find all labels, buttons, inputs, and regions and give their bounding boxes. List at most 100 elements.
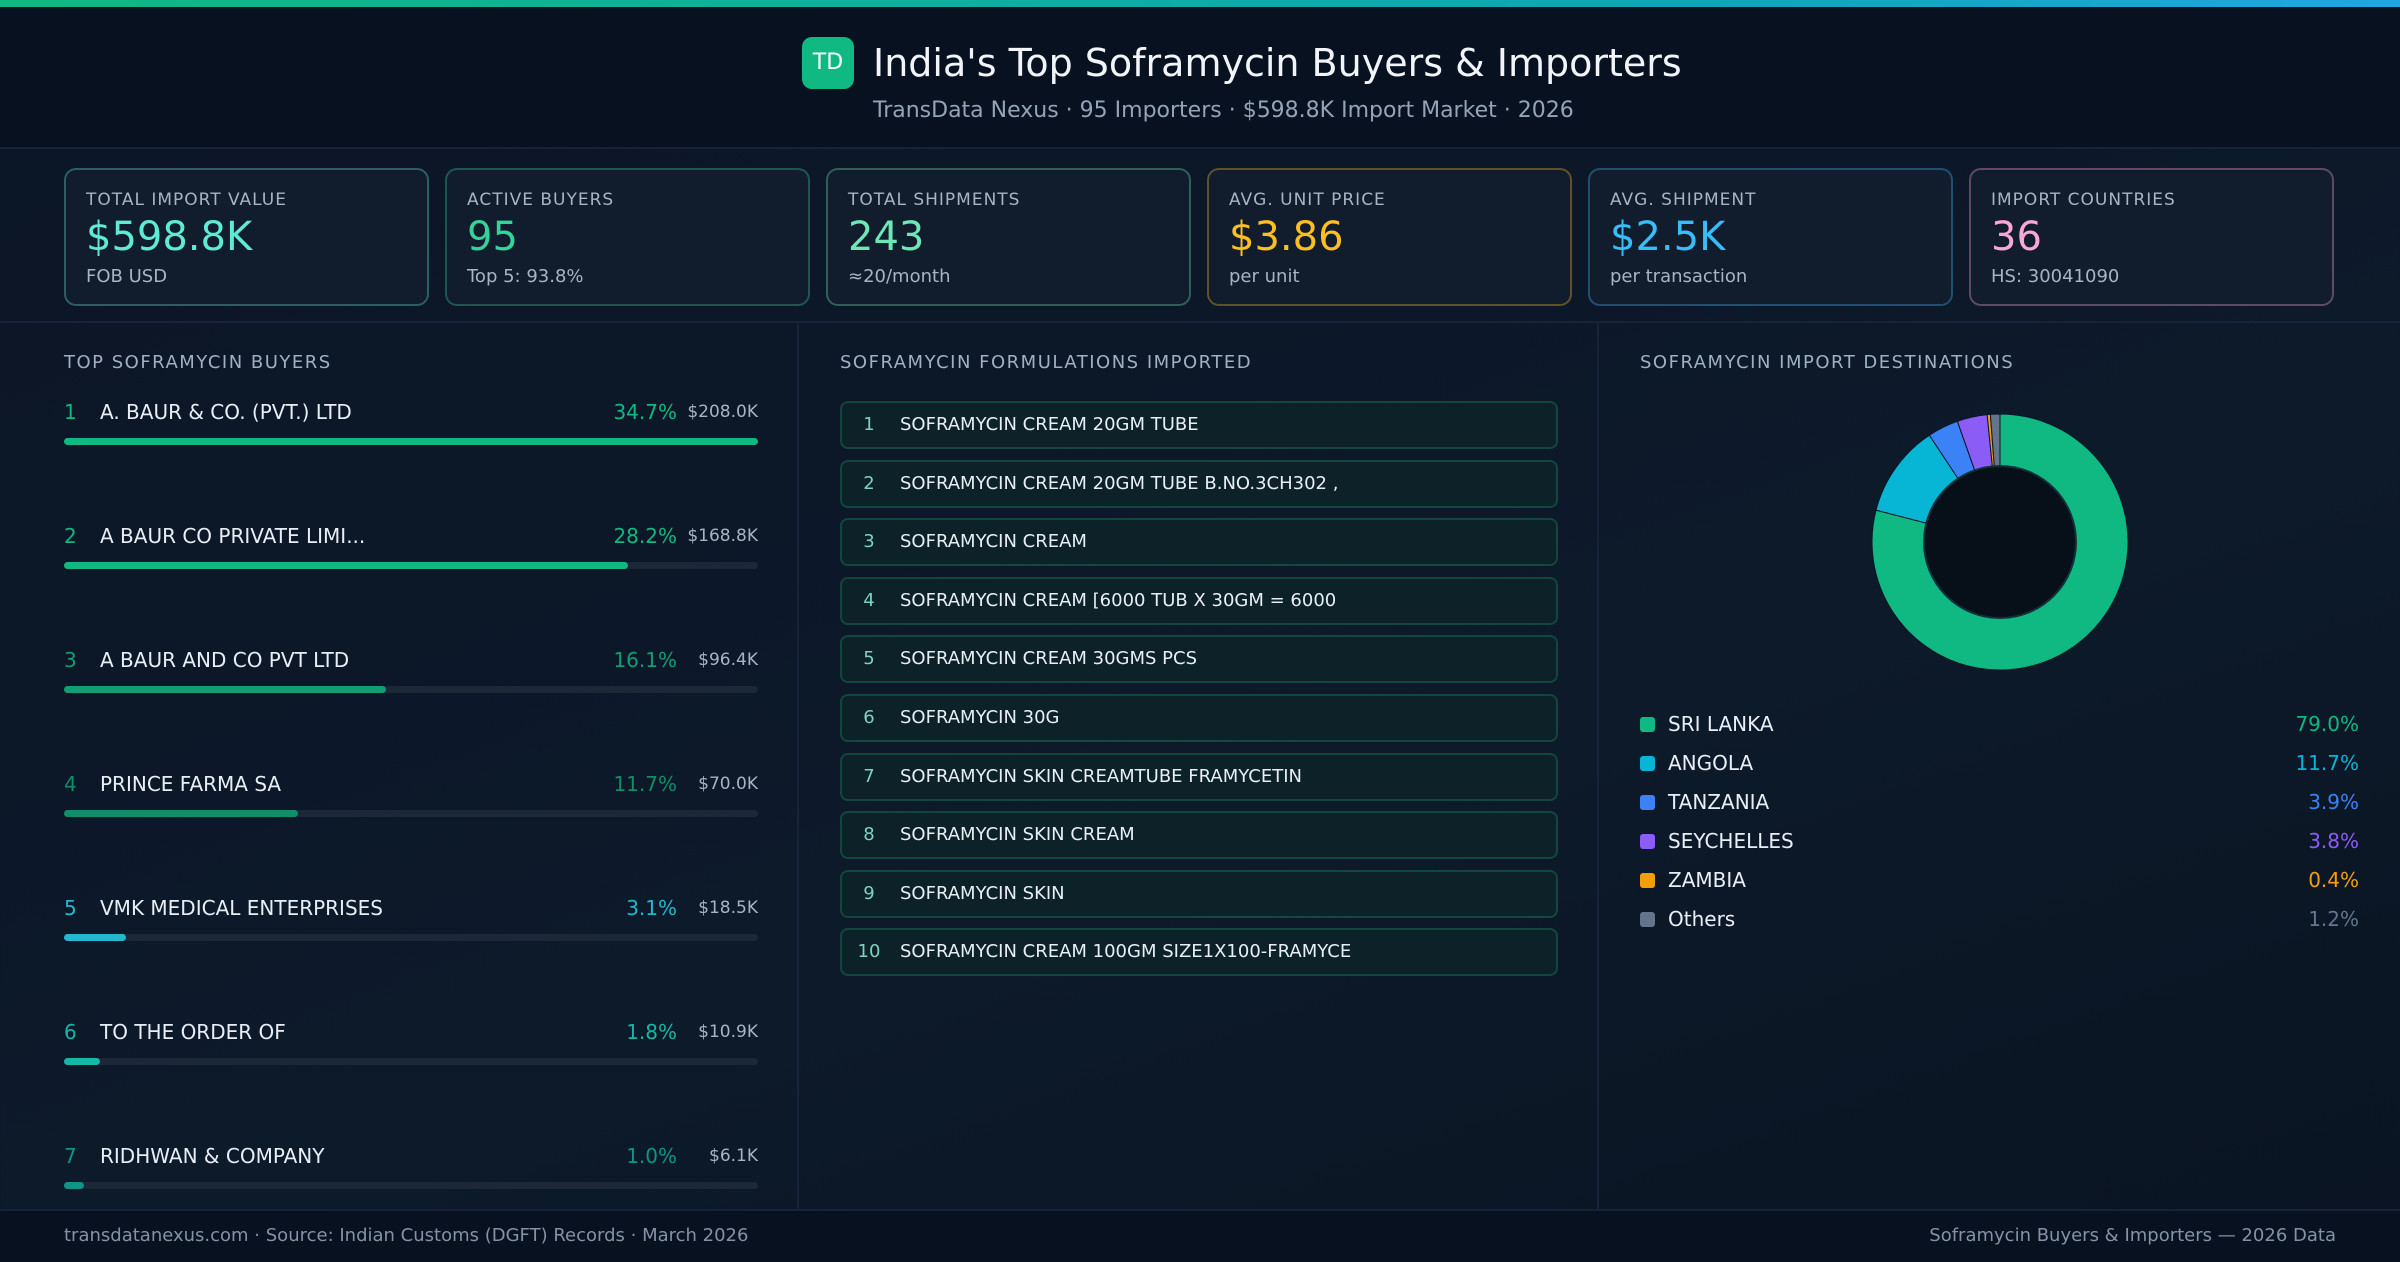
buyer-value: $6.1K xyxy=(709,1146,758,1166)
buyer-value: $70.0K xyxy=(698,774,758,794)
bar-track xyxy=(64,1182,758,1189)
section-title: SOFRAMYCIN FORMULATIONS IMPORTED xyxy=(840,352,1253,373)
buyer-share: 34.7% xyxy=(613,400,677,424)
kpi-card: ACTIVE BUYERS 95 Top 5: 93.8% xyxy=(445,168,810,306)
title: India's Top Soframycin Buyers & Importer… xyxy=(873,41,1682,85)
buyer-share: 3.1% xyxy=(626,896,677,920)
kpi-card: AVG. SHIPMENT $2.5K per transaction xyxy=(1588,168,1953,306)
kpi-label: TOTAL IMPORT VALUE xyxy=(86,190,287,210)
formulation-item: 2 SOFRAMYCIN CREAM 20GM TUBE B.NO.3CH302 … xyxy=(840,459,1558,508)
donut-hole xyxy=(1923,465,2077,619)
divider xyxy=(1597,321,1599,1209)
divider xyxy=(797,321,799,1209)
legend-swatch xyxy=(1640,756,1655,771)
buyer-rank: 4 xyxy=(64,772,77,796)
formulation-rank: 9 xyxy=(863,882,875,904)
buyer-rank: 7 xyxy=(64,1144,77,1168)
buyer-rank: 3 xyxy=(64,648,77,672)
bar-track xyxy=(64,686,758,693)
legend-name: SEYCHELLES xyxy=(1668,829,1794,853)
buyer-bar xyxy=(64,562,628,569)
buyer-bar xyxy=(64,810,298,817)
kpi-value: $2.5K xyxy=(1610,214,1726,260)
legend-name: ZAMBIA xyxy=(1668,868,1746,892)
bar-track xyxy=(64,1058,758,1065)
footer-source: transdatanexus.com · Source: Indian Cust… xyxy=(64,1225,749,1246)
buyer-share: 1.0% xyxy=(626,1144,677,1168)
legend-name: ANGOLA xyxy=(1668,751,1754,775)
buyer-bar xyxy=(64,1182,84,1189)
buyer-value: $96.4K xyxy=(698,650,758,670)
kpi-note: HS: 30041090 xyxy=(1991,266,2120,287)
footer-note: Soframycin Buyers & Importers — 2026 Dat… xyxy=(1929,1225,2336,1246)
formulation-rank: 5 xyxy=(863,648,875,670)
kpi-value: $598.8K xyxy=(86,214,253,260)
formulation-rank: 4 xyxy=(863,589,875,611)
formulation-rank: 10 xyxy=(857,941,881,963)
formulation-name: SOFRAMYCIN SKIN CREAM xyxy=(900,824,1135,846)
formulation-item: 1 SOFRAMYCIN CREAM 20GM TUBE xyxy=(840,401,1558,449)
kpi-value: 95 xyxy=(467,214,518,260)
buyer-name: VMK MEDICAL ENTERPRISES xyxy=(100,896,383,920)
legend-value: 79.0% xyxy=(2295,712,2359,736)
formulation-rank: 6 xyxy=(863,707,875,728)
legend-value: 1.2% xyxy=(2308,907,2359,931)
kpi-label: TOTAL SHIPMENTS xyxy=(848,190,1021,210)
kpi-label: IMPORT COUNTRIES xyxy=(1991,190,2176,210)
legend-swatch xyxy=(1640,912,1655,927)
formulation-rank: 2 xyxy=(863,472,875,494)
kpi-note: per transaction xyxy=(1610,266,1748,287)
kpi-note: FOB USD xyxy=(86,266,168,287)
legend-value: 3.8% xyxy=(2308,829,2359,853)
kpi-card: AVG. UNIT PRICE $3.86 per unit xyxy=(1207,168,1572,306)
buyer-value: $168.8K xyxy=(687,526,758,546)
formulation-item: 3 SOFRAMYCIN CREAM xyxy=(840,518,1558,567)
buyer-name: A. BAUR & CO. (PVT.) LTD xyxy=(100,400,352,424)
kpi-label: AVG. SHIPMENT xyxy=(1610,190,1757,210)
formulation-item: 4 SOFRAMYCIN CREAM [6000 TUB X 30GM = 600… xyxy=(840,576,1558,625)
kpi-value: $3.86 xyxy=(1229,214,1344,260)
bar-track xyxy=(64,934,758,941)
donut-chart xyxy=(1871,413,2129,671)
buyer-bar xyxy=(64,686,386,693)
legend-name: TANZANIA xyxy=(1668,790,1770,814)
formulation-name: SOFRAMYCIN CREAM 20GM TUBE B.NO.3CH302 , xyxy=(900,472,1339,494)
buyer-share: 1.8% xyxy=(626,1020,677,1044)
formulation-item: 6 SOFRAMYCIN 30G xyxy=(840,694,1558,742)
legend-name: Others xyxy=(1668,907,1736,931)
formulation-name: SOFRAMYCIN 30G xyxy=(900,707,1060,728)
buyer-bar xyxy=(64,438,758,445)
formulation-rank: 7 xyxy=(863,765,875,787)
legend-swatch xyxy=(1640,873,1655,888)
section-title: SOFRAMYCIN IMPORT DESTINATIONS xyxy=(1640,352,2015,373)
legend-value: 0.4% xyxy=(2308,868,2359,892)
buyer-value: $10.9K xyxy=(698,1022,758,1042)
legend-value: 3.9% xyxy=(2308,790,2359,814)
kpi-note: per unit xyxy=(1229,266,1300,287)
legend-swatch xyxy=(1640,717,1655,732)
buyer-name: PRINCE FARMA SA xyxy=(100,772,282,796)
formulation-name: SOFRAMYCIN SKIN CREAMTUBE FRAMYCETIN xyxy=(900,765,1302,787)
kpi-note: ≈20/month xyxy=(848,266,951,287)
legend-value: 11.7% xyxy=(2295,751,2359,775)
formulation-item: 7 SOFRAMYCIN SKIN CREAMTUBE FRAMYCETIN xyxy=(840,752,1558,801)
formulation-rank: 3 xyxy=(863,531,875,553)
formulation-name: SOFRAMYCIN CREAM 30GMS PCS xyxy=(900,648,1198,670)
kpi-value: 243 xyxy=(848,214,925,260)
kpi-value: 36 xyxy=(1991,214,2042,260)
buyer-share: 16.1% xyxy=(613,648,677,672)
buyer-rank: 5 xyxy=(64,896,77,920)
buyer-name: TO THE ORDER OF xyxy=(100,1020,286,1044)
kpi-card: IMPORT COUNTRIES 36 HS: 30041090 xyxy=(1969,168,2334,306)
kpi-label: ACTIVE BUYERS xyxy=(467,190,615,210)
formulation-item: 5 SOFRAMYCIN CREAM 30GMS PCS xyxy=(840,635,1558,684)
formulation-name: SOFRAMYCIN CREAM [6000 TUB X 30GM = 6000 xyxy=(900,589,1337,611)
formulation-name: SOFRAMYCIN CREAM xyxy=(900,531,1087,553)
accent-bar xyxy=(0,0,2400,7)
subtitle: TransData Nexus · 95 Importers · $598.8K… xyxy=(873,98,1574,123)
buyer-name: A BAUR AND CO PVT LTD xyxy=(100,648,350,672)
kpi-card: TOTAL SHIPMENTS 243 ≈20/month xyxy=(826,168,1191,306)
kpi-label: AVG. UNIT PRICE xyxy=(1229,190,1386,210)
section-title: TOP SOFRAMYCIN BUYERS xyxy=(64,352,332,373)
